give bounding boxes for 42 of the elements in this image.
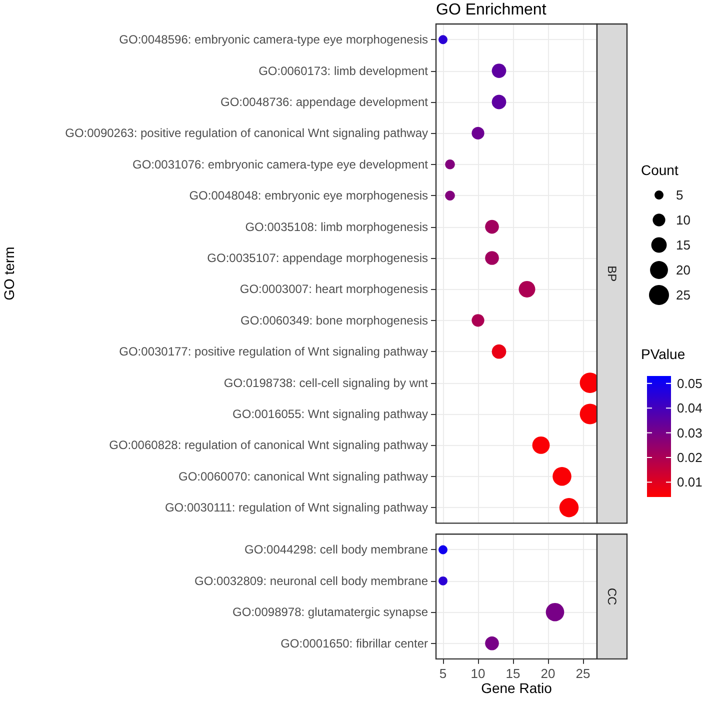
- chart-title: GO Enrichment: [436, 2, 547, 18]
- y-tick-label: GO:0060173: limb development: [258, 64, 429, 78]
- y-tick-label: GO:0048736: appendage development: [220, 95, 429, 109]
- x-tick-label: 20: [540, 666, 556, 681]
- y-tick-label: GO:0030177: positive regulation of Wnt signaling pathway: [119, 344, 428, 359]
- legend-label: 25: [676, 288, 690, 302]
- y-tick-label: GO:0035107: appendage morphogenesis: [207, 251, 428, 265]
- x-tick-label: 25: [576, 666, 590, 681]
- legend-label: 20: [676, 262, 690, 278]
- y-tick-label: GO:0016055: Wnt signaling pathway: [232, 407, 428, 421]
- color-bar-label: 0.05: [677, 376, 702, 391]
- text: BP: [605, 266, 619, 282]
- color-bar-label: 0.01: [677, 474, 702, 490]
- y-tick-label: GO:0090263: positive regulation of canonical Wnt signaling pathway: [65, 126, 428, 140]
- y-tick-label: GO:0003007: heart morphogenesis: [240, 282, 428, 296]
- x-tick-label: 10: [470, 666, 486, 681]
- y-tick-label: GO:0030111: regulation of Wnt signaling pathway: [164, 500, 428, 515]
- y-tick-label: GO:0032809: neuronal cell body membrane: [194, 574, 428, 588]
- y-tick-label: GO:0060070: canonical Wnt signaling pathway: [178, 469, 428, 484]
- y-tick-label: GO:0001650: fibrillar center: [280, 636, 428, 650]
- y-tick-label: GO:0098978: glutamatergic synapse: [232, 605, 428, 620]
- x-tick-label: 15: [506, 666, 520, 681]
- text: CC: [605, 588, 619, 606]
- color-bar-title: PValue: [641, 346, 686, 362]
- y-tick-label: GO:0048596: embryonic camera-type eye morphogenesis: [119, 32, 428, 47]
- y-axis-title: GO term: [1, 246, 17, 300]
- legend-label: 10: [676, 212, 690, 228]
- y-tick-label: GO:0060349: bone morphogenesis: [240, 313, 428, 328]
- legend-title: Count: [641, 162, 678, 178]
- y-tick-label: GO:0035108: limb morphogenesis: [245, 220, 428, 234]
- color-bar-label: 0.02: [677, 450, 702, 465]
- legend-label: 15: [676, 238, 690, 252]
- x-axis-title: Gene Ratio: [481, 680, 552, 696]
- x-tick-label: 5: [439, 666, 447, 681]
- y-tick-label: GO:0198738: cell-cell signaling by wnt: [224, 376, 429, 390]
- color-bar-label: 0.03: [677, 425, 702, 440]
- color-bar-label: 0.04: [677, 400, 702, 416]
- y-tick-label: GO:0031076: embryonic camera-type eye development: [132, 157, 429, 172]
- y-tick-label: GO:0044298: cell body membrane: [244, 542, 428, 557]
- y-tick-label: GO:0060828: regulation of canonical Wnt signaling pathway: [109, 438, 428, 452]
- legend-label: 5: [676, 188, 684, 202]
- y-tick-label: GO:0048048: embryonic eye morphogenesis: [189, 188, 428, 203]
